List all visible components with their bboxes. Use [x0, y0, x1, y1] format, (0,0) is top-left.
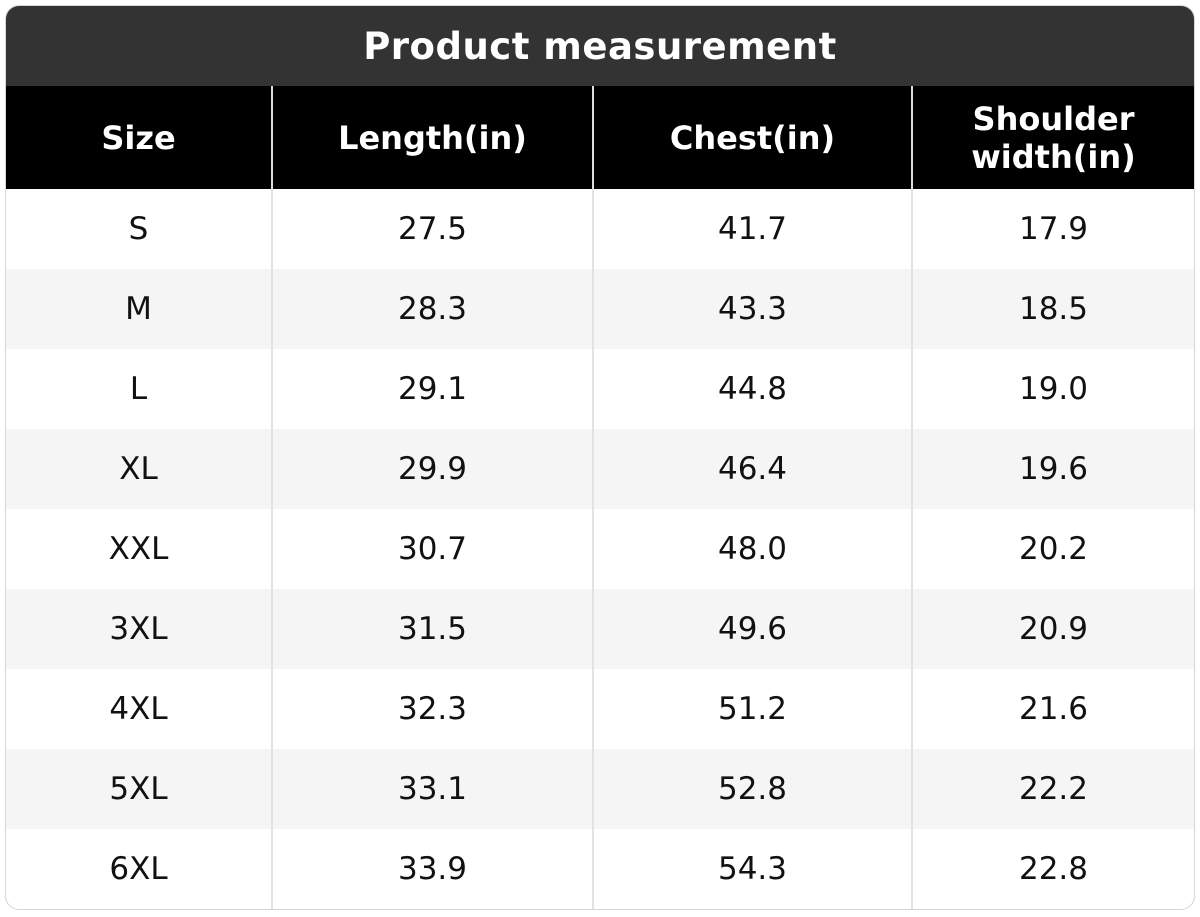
- header-row: Size Length(in) Chest(in) Shoulder width(in…: [6, 86, 1194, 189]
- value-cell: 48.0: [592, 509, 911, 589]
- value-cell: 29.9: [271, 429, 592, 509]
- value-cell: 33.1: [271, 749, 592, 829]
- value-cell: 27.5: [271, 189, 592, 269]
- table-row: 4XL 32.3 51.2 21.6: [6, 669, 1194, 749]
- value-cell: 46.4: [592, 429, 911, 509]
- value-cell: 22.8: [911, 829, 1194, 909]
- size-cell: 5XL: [109, 771, 168, 807]
- size-cell: 3XL: [109, 611, 168, 647]
- value-cell: 21.6: [911, 669, 1194, 749]
- header-cell: Size: [101, 118, 176, 157]
- table-row: XL 29.9 46.4 19.6: [6, 429, 1194, 509]
- header-cell: Shoulder width(in): [911, 86, 1194, 189]
- value-cell: 32.3: [271, 669, 592, 749]
- value-cell: 20.2: [911, 509, 1194, 589]
- value-cell: 17.9: [911, 189, 1194, 269]
- value-cell: 18.5: [911, 269, 1194, 349]
- table-row: S 27.5 41.7 17.9: [6, 189, 1194, 269]
- value-cell: 52.8: [592, 749, 911, 829]
- table-row: 5XL 33.1 52.8 22.2: [6, 749, 1194, 829]
- value-cell: 28.3: [271, 269, 592, 349]
- value-cell: 22.2: [911, 749, 1194, 829]
- value-cell: 31.5: [271, 589, 592, 669]
- value-cell: 19.6: [911, 429, 1194, 509]
- header-cell: Chest(in): [592, 86, 911, 189]
- size-cell: S: [128, 211, 149, 247]
- size-cell: 4XL: [109, 691, 168, 727]
- table-body: S 27.5 41.7 17.9 M 28.3 43.3 18.5 L 29.1 44.8 19.0 X…: [6, 189, 1194, 909]
- value-cell: 44.8: [592, 349, 911, 429]
- value-cell: 41.7: [592, 189, 911, 269]
- size-cell: 6XL: [109, 851, 168, 887]
- table-row: 6XL 33.9 54.3 22.8: [6, 829, 1194, 909]
- table-title: Product measurement: [6, 6, 1194, 86]
- value-cell: 51.2: [592, 669, 911, 749]
- table-row: M 28.3 43.3 18.5: [6, 269, 1194, 349]
- value-cell: 43.3: [592, 269, 911, 349]
- measurement-card: Product measurement Size Length(in) Chest(…: [5, 5, 1195, 910]
- value-cell: 29.1: [271, 349, 592, 429]
- table-row: XXL 30.7 48.0 20.2: [6, 509, 1194, 589]
- size-cell: XL: [119, 451, 158, 487]
- value-cell: 19.0: [911, 349, 1194, 429]
- value-cell: 54.3: [592, 829, 911, 909]
- size-cell: M: [125, 291, 152, 327]
- size-cell: L: [129, 371, 148, 407]
- value-cell: 20.9: [911, 589, 1194, 669]
- size-cell: XXL: [108, 531, 169, 567]
- table-row: 3XL 31.5 49.6 20.9: [6, 589, 1194, 669]
- table-row: L 29.1 44.8 19.0: [6, 349, 1194, 429]
- value-cell: 33.9: [271, 829, 592, 909]
- value-cell: 49.6: [592, 589, 911, 669]
- header-cell: Length(in): [271, 86, 592, 189]
- value-cell: 30.7: [271, 509, 592, 589]
